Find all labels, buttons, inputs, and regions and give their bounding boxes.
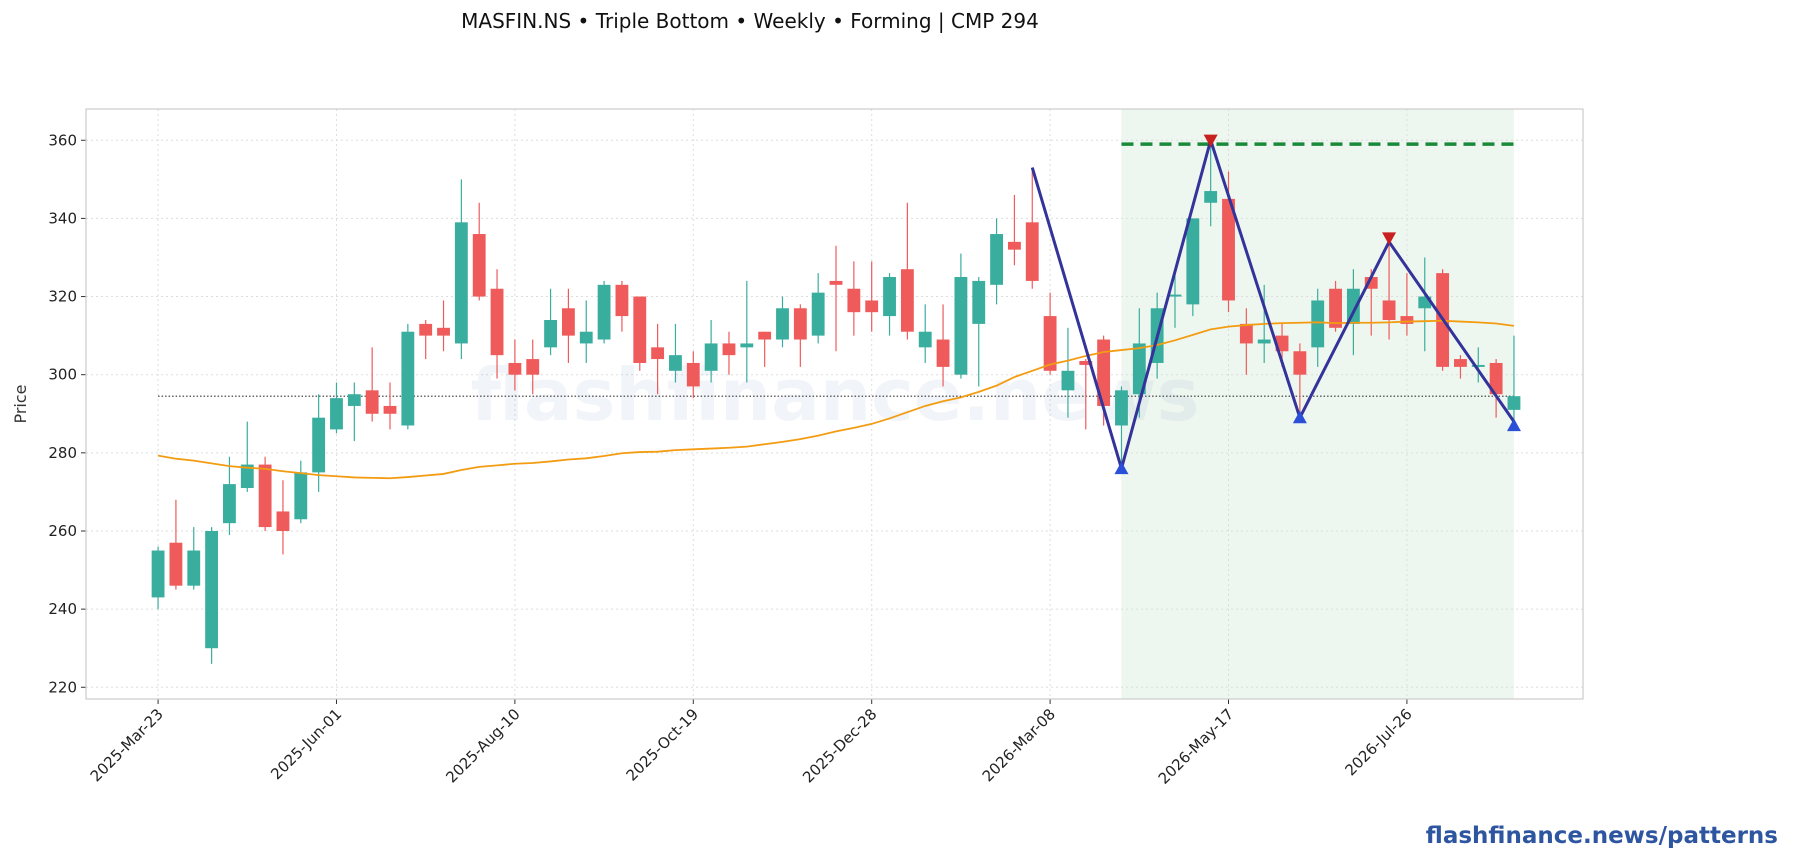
candle-body <box>1311 300 1325 348</box>
candle-body <box>740 343 754 348</box>
y-tick-label: 220 <box>48 678 77 696</box>
low-marker <box>1506 418 1521 432</box>
candle-body <box>651 347 665 360</box>
candle-body <box>187 550 201 586</box>
candle-body <box>758 331 772 340</box>
candle-body <box>1329 288 1342 328</box>
watermark: flashfinance.news <box>471 353 1200 437</box>
y-tick-label: 340 <box>48 209 77 227</box>
candle-body <box>1364 277 1378 289</box>
candle-body <box>544 319 557 348</box>
candle-body <box>972 280 986 324</box>
candle-body <box>1257 339 1271 344</box>
candle-body <box>597 284 611 340</box>
footer: flashfinance.news/patterns <box>1426 823 1778 849</box>
candle-body <box>1079 361 1093 365</box>
y-tick-label: 320 <box>48 288 77 306</box>
y-axis-label: Price <box>11 384 30 423</box>
candle-body <box>1007 241 1021 250</box>
candle-body <box>1132 343 1146 395</box>
candle-body <box>1471 364 1485 367</box>
candle-body <box>1293 351 1307 375</box>
candle-body <box>294 472 308 520</box>
candle-body <box>258 464 272 528</box>
candle-body <box>401 331 415 426</box>
plot-frame <box>85 108 1584 700</box>
candle-body <box>1222 198 1235 301</box>
candle-body <box>240 464 254 489</box>
candle-body <box>561 308 575 336</box>
candle-body <box>1507 396 1521 410</box>
candle-body <box>1115 390 1128 426</box>
chart-title: MASFIN.NS • Triple Bottom • Weekly • For… <box>461 9 1039 33</box>
pattern-line <box>1030 138 1516 470</box>
candle-body <box>472 234 486 297</box>
candle-body <box>954 277 968 375</box>
candle-body <box>223 484 236 524</box>
candle-body <box>865 300 879 313</box>
candle-body <box>1418 296 1432 309</box>
high-marker <box>1203 134 1218 148</box>
candle-body <box>1061 370 1075 391</box>
candle-body <box>811 292 825 336</box>
candle-body <box>1239 323 1253 344</box>
candle-body <box>419 323 433 336</box>
candle-body <box>312 417 326 473</box>
candle-body <box>383 405 397 414</box>
low-marker <box>1114 461 1129 475</box>
candle-body <box>1025 222 1039 281</box>
candle-body <box>526 359 540 375</box>
candle-body <box>704 343 718 371</box>
candle-body <box>918 331 932 348</box>
y-tick-label: 360 <box>48 131 77 149</box>
candle-body <box>633 296 647 363</box>
y-tick-label: 280 <box>48 444 77 462</box>
candle-body <box>490 288 504 356</box>
candle-body <box>365 390 379 414</box>
candle-body <box>169 542 183 586</box>
candle-body <box>1400 316 1414 324</box>
candle-body <box>776 308 789 340</box>
candle-body <box>936 339 950 367</box>
candle-body <box>722 343 736 356</box>
y-tick-label: 240 <box>48 600 77 618</box>
candle-body <box>151 550 165 598</box>
sma-line <box>157 319 1515 480</box>
candle-body <box>847 288 861 313</box>
candle-body <box>330 398 343 430</box>
candle-body <box>1204 191 1218 203</box>
high-marker <box>1382 232 1397 245</box>
candle-body <box>793 308 807 340</box>
candle-body <box>347 394 361 406</box>
candle-body <box>615 284 629 317</box>
candle-body <box>1382 300 1396 320</box>
candle-body <box>205 530 219 649</box>
candle-body <box>686 362 700 387</box>
candle-body <box>883 277 896 317</box>
candle-body <box>276 511 290 531</box>
candle-body <box>829 280 843 285</box>
candle-body <box>669 355 682 371</box>
candle-body <box>1186 218 1200 305</box>
candle-body <box>1043 316 1057 371</box>
candle-body <box>437 327 450 336</box>
candle-body <box>1489 362 1503 395</box>
y-tick-label: 260 <box>48 522 77 540</box>
candle-body <box>990 234 1004 285</box>
y-tick-label: 300 <box>48 366 77 384</box>
candle-body <box>454 222 468 344</box>
candle-body <box>1168 294 1182 297</box>
candle-body <box>579 331 593 344</box>
pattern-zone <box>1121 109 1514 699</box>
candle-body <box>1346 288 1360 324</box>
candle-body <box>508 362 522 375</box>
candle-body <box>1097 339 1111 406</box>
candle-body <box>900 269 914 332</box>
candle-body <box>1454 359 1467 367</box>
low-marker <box>1292 410 1307 424</box>
